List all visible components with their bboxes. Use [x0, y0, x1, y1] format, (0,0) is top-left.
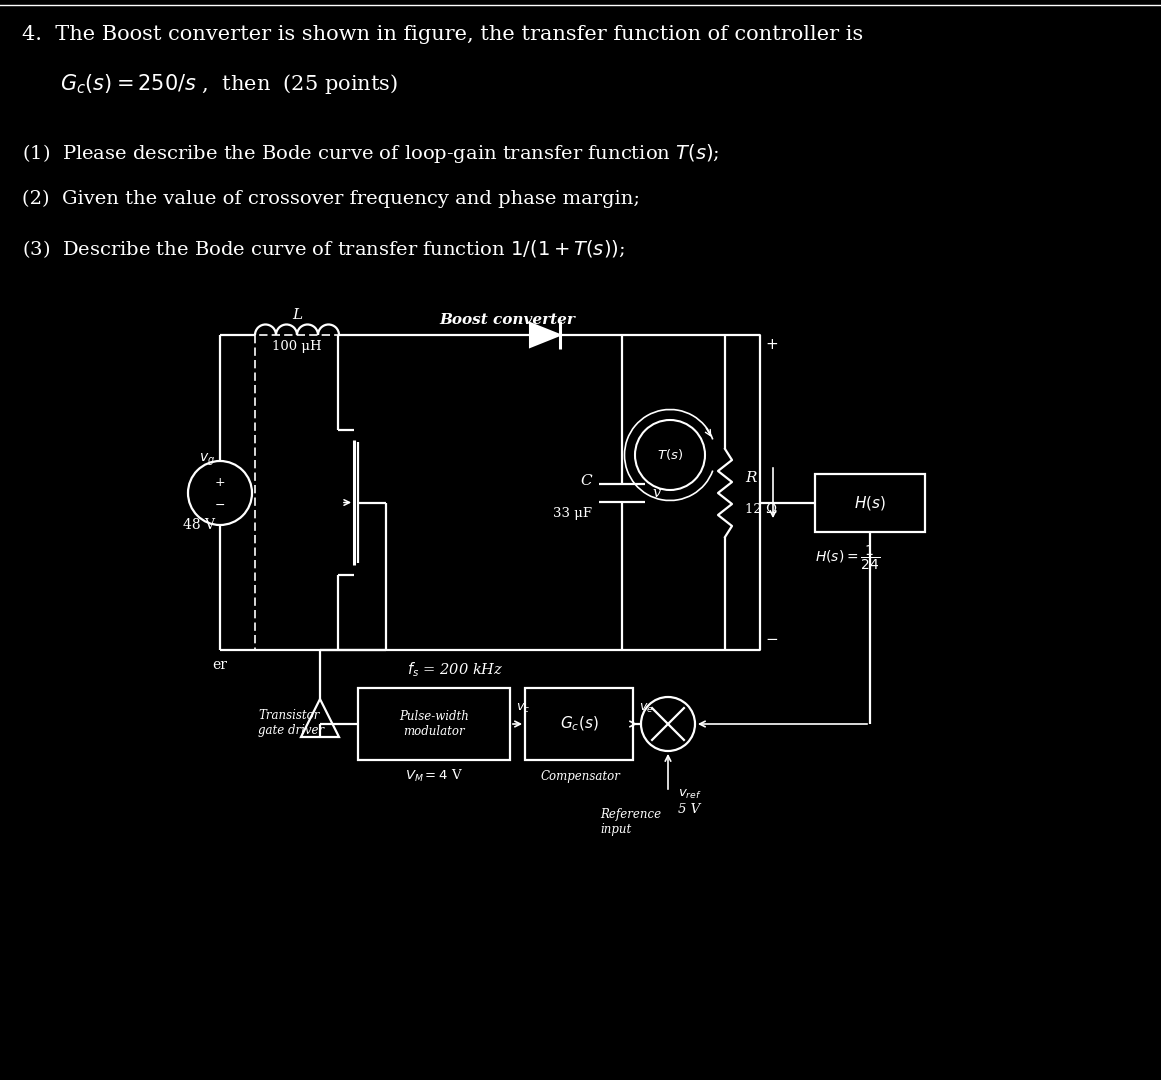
Text: (3)  Describe the Bode curve of transfer function $1/(1+ T(s))$;: (3) Describe the Bode curve of transfer …	[22, 238, 625, 260]
Text: $v_g$: $v_g$	[199, 451, 215, 468]
Text: $T(s)$: $T(s)$	[657, 447, 683, 462]
Text: Reference
input: Reference input	[600, 808, 661, 836]
Text: er: er	[212, 658, 228, 672]
Polygon shape	[531, 323, 560, 347]
Text: 33 μF: 33 μF	[553, 507, 592, 519]
Text: $H(s)$: $H(s)$	[854, 494, 886, 512]
Text: $f_s$ = 200 kHz: $f_s$ = 200 kHz	[406, 660, 503, 678]
Bar	[815, 474, 925, 532]
Bar	[525, 688, 633, 760]
Text: Transistor
gate driver: Transistor gate driver	[258, 708, 324, 737]
Text: $G_c(s)=250/s$ ,  then  (25 points): $G_c(s)=250/s$ , then (25 points)	[60, 72, 398, 96]
Text: 48 V: 48 V	[183, 518, 215, 532]
Circle shape	[641, 697, 695, 751]
Text: Boost converter: Boost converter	[440, 313, 576, 327]
Circle shape	[188, 461, 252, 525]
Text: $H(s) = \dfrac{1}{24}$: $H(s) = \dfrac{1}{24}$	[815, 544, 880, 572]
Bar	[255, 335, 760, 650]
Text: −: −	[215, 499, 225, 512]
Circle shape	[635, 420, 705, 490]
Text: C: C	[580, 474, 592, 488]
Polygon shape	[301, 699, 339, 737]
Text: (1)  Please describe the Bode curve of loop-gain transfer function $T(s)$;: (1) Please describe the Bode curve of lo…	[22, 141, 720, 165]
Text: L: L	[291, 308, 302, 322]
Text: 100 μH: 100 μH	[272, 340, 322, 353]
Text: (2)  Given the value of crossover frequency and phase margin;: (2) Given the value of crossover frequen…	[22, 190, 640, 208]
Bar	[358, 688, 510, 760]
Text: −: −	[765, 633, 778, 648]
Text: +: +	[215, 476, 225, 489]
Text: $V_M = 4$ V: $V_M = 4$ V	[405, 768, 463, 784]
Text: +: +	[765, 337, 778, 352]
Text: v: v	[652, 486, 661, 500]
Text: $v_e$: $v_e$	[639, 702, 654, 715]
Text: Pulse-width
modulator: Pulse-width modulator	[399, 710, 469, 738]
Text: $v_c$: $v_c$	[515, 702, 531, 715]
Text: $G_c(s)$: $G_c(s)$	[560, 715, 598, 733]
Text: $v_{ref}$
5 V: $v_{ref}$ 5 V	[678, 788, 701, 816]
Text: 4.  The Boost converter is shown in figure, the transfer function of controller : 4. The Boost converter is shown in figur…	[22, 25, 864, 44]
Text: R: R	[745, 471, 757, 485]
Text: Compensator: Compensator	[540, 770, 620, 783]
Text: 12 Ω: 12 Ω	[745, 503, 777, 516]
